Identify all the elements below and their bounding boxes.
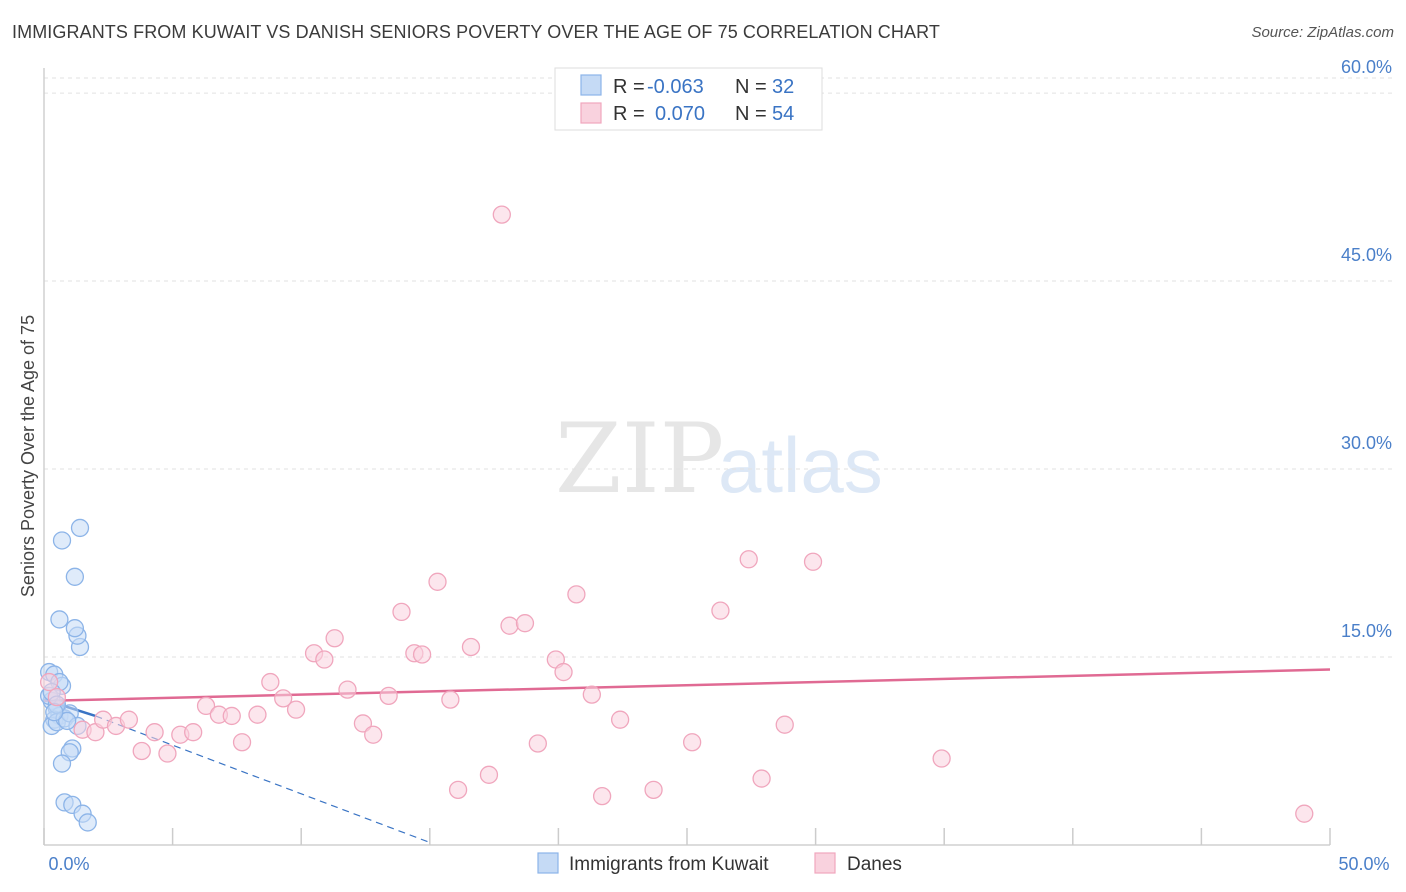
y-tick-labels: 15.0% 30.0% 45.0% 60.0%	[1341, 57, 1392, 641]
data-point	[39, 672, 59, 692]
data-point	[65, 567, 85, 586]
data-point	[1295, 804, 1314, 823]
legend-n-label-danes: N =	[735, 103, 767, 125]
data-point	[52, 754, 72, 773]
data-point	[441, 690, 460, 709]
series-kuwait-points	[39, 518, 97, 832]
data-point	[528, 734, 547, 753]
data-point	[145, 723, 164, 742]
data-point	[52, 531, 72, 550]
data-point	[739, 550, 758, 569]
series-legend-label-kuwait: Immigrants from Kuwait	[569, 854, 769, 875]
data-point	[119, 710, 139, 729]
data-point	[752, 769, 771, 788]
legend-swatch-kuwait	[580, 74, 602, 96]
data-point	[353, 714, 373, 733]
y-tick-label: 15.0%	[1341, 621, 1392, 641]
series-legend-swatch-kuwait	[537, 852, 559, 874]
data-point	[582, 685, 601, 704]
data-point	[682, 733, 702, 752]
chart-title: IMMIGRANTS FROM KUWAIT VS DANISH SENIORS…	[12, 22, 940, 42]
data-point	[412, 645, 432, 664]
x-tick-label-max: 50.0%	[1338, 854, 1389, 874]
data-point	[515, 614, 535, 633]
data-point	[392, 602, 411, 622]
data-point	[567, 585, 586, 604]
gridlines	[44, 77, 1392, 658]
data-points	[39, 205, 1314, 832]
data-point	[248, 705, 267, 724]
data-point	[78, 813, 97, 832]
data-point	[45, 703, 64, 722]
data-point	[70, 518, 90, 538]
series-legend: Immigrants from Kuwait Danes	[537, 852, 902, 875]
y-tick-label: 30.0%	[1341, 433, 1392, 453]
data-point	[158, 744, 177, 763]
series-legend-label-danes: Danes	[847, 854, 902, 875]
data-point	[610, 710, 630, 729]
data-point	[50, 610, 69, 629]
data-point	[644, 780, 663, 800]
data-point	[222, 706, 241, 726]
x-ticks	[43, 828, 1331, 845]
series-danes-points	[39, 205, 1314, 823]
legend-r-label-danes: R =	[613, 103, 645, 125]
data-point	[428, 572, 447, 591]
data-point	[448, 780, 468, 800]
data-point	[65, 619, 85, 638]
series-legend-swatch-danes	[814, 852, 836, 874]
data-point	[932, 749, 951, 768]
trend-lines	[43, 668, 1331, 844]
trend-line-danes	[43, 668, 1331, 703]
data-point	[132, 741, 151, 761]
legend-r-value-danes: 0.070	[655, 103, 705, 125]
data-point	[711, 601, 730, 620]
data-point	[261, 672, 280, 692]
data-point	[325, 629, 344, 648]
legend-n-value-danes: 54	[772, 103, 794, 125]
data-point	[554, 662, 573, 682]
data-point	[315, 650, 334, 669]
legend-n-value-kuwait: 32	[772, 76, 794, 98]
data-point	[500, 616, 519, 635]
data-point	[492, 205, 511, 224]
data-point	[379, 686, 398, 706]
data-point	[274, 689, 293, 708]
y-tick-label: 60.0%	[1341, 57, 1392, 77]
data-point	[479, 765, 499, 784]
data-point	[364, 725, 383, 744]
data-point	[803, 552, 823, 571]
legend-n-label-kuwait: N =	[735, 76, 767, 98]
watermark-zip: ZIP	[555, 403, 724, 515]
legend-swatch-danes	[580, 102, 602, 124]
watermark-atlas: atlas	[718, 421, 883, 509]
y-tick-label: 45.0%	[1341, 245, 1392, 265]
x-tick-label-min: 0.0%	[48, 854, 89, 874]
legend-r-value-kuwait: -0.063	[647, 76, 704, 98]
data-point	[232, 733, 252, 752]
data-point	[286, 700, 306, 719]
data-point	[592, 786, 612, 806]
y-axis-label: Seniors Poverty Over the Age of 75	[18, 315, 38, 597]
data-point	[47, 687, 67, 707]
data-point	[338, 680, 357, 699]
watermark: ZIP atlas	[555, 403, 883, 515]
data-point	[57, 711, 77, 731]
data-point	[184, 723, 203, 742]
source-credit: Source: ZipAtlas.com	[1251, 24, 1394, 41]
data-point	[196, 696, 216, 716]
data-point	[775, 715, 794, 734]
legend-r-label-kuwait: R =	[613, 76, 645, 98]
correlation-legend: R = -0.063 N = 32 R = 0.070 N = 54	[554, 67, 823, 131]
data-point	[461, 637, 481, 657]
